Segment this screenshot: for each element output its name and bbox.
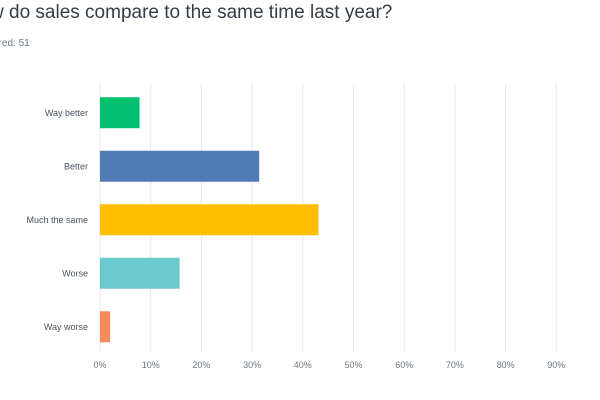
category-label: Way worse	[44, 322, 88, 332]
x-tick-label: 30%	[243, 360, 261, 370]
x-tick-label: 40%	[294, 360, 312, 370]
x-tick-label: 20%	[192, 360, 210, 370]
category-label: Worse	[62, 268, 88, 278]
bar[interactable]	[100, 257, 180, 289]
bar[interactable]	[100, 311, 111, 343]
bar[interactable]	[100, 97, 140, 129]
bar[interactable]	[100, 150, 260, 182]
answered-count: vered: 51	[0, 38, 30, 49]
tick-labels: 0%10%20%30%40%50%60%70%80%90%100	[93, 360, 600, 370]
x-tick-label: 50%	[344, 360, 362, 370]
category-label: Better	[64, 161, 88, 171]
x-tick-label: 80%	[497, 360, 515, 370]
x-tick-label: 60%	[395, 360, 413, 370]
question-title: w do sales compare to the same time last…	[0, 2, 393, 23]
bar-layer	[100, 97, 319, 343]
category-labels: Way better Better Much the same Worse Way wo…	[26, 108, 88, 332]
x-tick-label: 70%	[446, 360, 464, 370]
category-label: Way better	[45, 108, 88, 118]
x-tick-label: 10%	[142, 360, 160, 370]
x-tick-label: 0%	[93, 360, 106, 370]
bar[interactable]	[100, 204, 319, 236]
x-tick-label: 90%	[547, 360, 565, 370]
category-label: Much the same	[26, 215, 88, 225]
